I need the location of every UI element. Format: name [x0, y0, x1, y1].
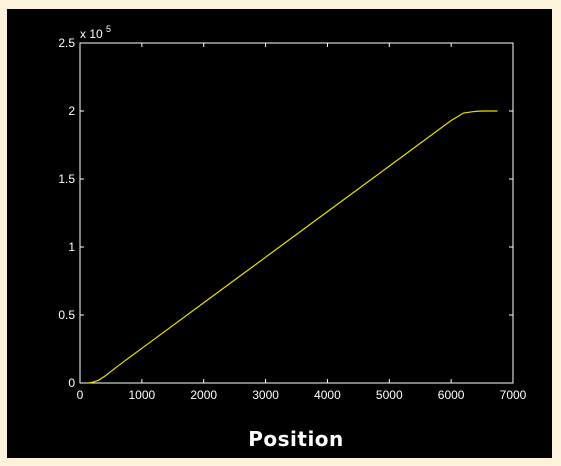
y-tick-label: 0	[68, 376, 75, 390]
chart-svg: 0 0.5 1 1.5 2 2.5 0 1000 2000 3000 4000 5000 6000 70…	[58, 24, 527, 451]
series-line	[87, 110, 498, 384]
y-axis: 0 0.5 1 1.5 2 2.5	[58, 36, 513, 390]
x-tick-label: 0	[77, 388, 84, 402]
plot-area	[79, 42, 514, 384]
chart-frame: 0 0.5 1 1.5 2 2.5 0 1000 2000 3000 4000 5000 6000 70…	[7, 9, 552, 458]
y-tick-label: 2	[68, 104, 75, 118]
y-tick-label: 0.5	[58, 308, 75, 322]
y-multiplier-exponent: 5	[106, 24, 111, 34]
y-tick-label: 2.5	[58, 36, 75, 50]
x-tick-label: 6000	[438, 388, 465, 402]
y-multiplier-base: x 10	[80, 27, 103, 41]
y-tick-label: 1.5	[58, 172, 75, 186]
x-axis-label: Position	[248, 427, 344, 451]
x-tick-label: 5000	[376, 388, 403, 402]
x-tick-label: 4000	[314, 388, 341, 402]
y-axis-multiplier: x 10 5	[80, 24, 111, 41]
x-tick-label: 7000	[500, 388, 527, 402]
y-tick-label: 1	[68, 240, 75, 254]
x-tick-label: 1000	[129, 388, 156, 402]
x-axis: 0 1000 2000 3000 4000 5000 6000 7000	[77, 43, 527, 402]
x-tick-label: 2000	[190, 388, 217, 402]
x-tick-label: 3000	[252, 388, 279, 402]
